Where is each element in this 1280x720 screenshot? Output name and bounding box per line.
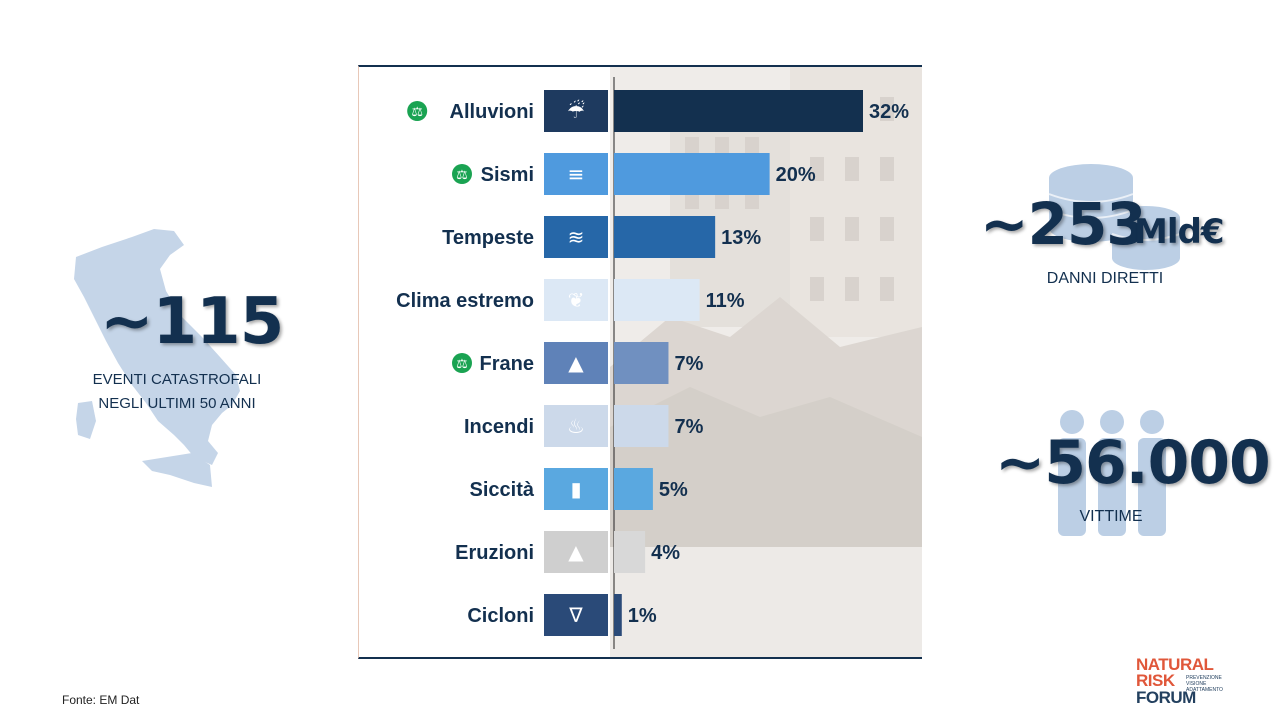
gavel-marker-glyph: ⚖ (411, 105, 423, 120)
damage-value: ~253 (980, 190, 1147, 258)
value-label: 11% (706, 290, 745, 312)
category-label: Incendi (464, 416, 534, 438)
bridge-icon-glyph: ≡ (568, 162, 585, 186)
gavel-marker-glyph: ⚖ (456, 168, 468, 183)
natural-risk-forum-logo: NATURAL RISK PREVENZIONE VISIONE ADATTAM… (1136, 655, 1223, 707)
bar (614, 279, 700, 321)
category-label: Siccità (470, 479, 535, 501)
tornado-icon-glyph: ∇ (568, 603, 583, 627)
events-stat: ~115 EVENTI CATASTROFALI NEGLI ULTIMI 50… (62, 225, 292, 495)
category-label: Clima estremo (396, 290, 534, 312)
tornado-icon (544, 594, 608, 636)
value-label: 5% (659, 479, 688, 501)
wind-icon (544, 216, 608, 258)
rain-cloud-icon (544, 90, 608, 132)
events-caption-line1: EVENTI CATASTROFALI (92, 371, 262, 388)
category-label: Alluvioni (450, 101, 534, 123)
bar (614, 468, 653, 510)
category-label: Tempeste (442, 227, 534, 249)
thermometer-icon-glyph: ▮ (570, 477, 581, 501)
events-value: ~115 (100, 285, 284, 359)
damage-caption: DANNI DIRETTI (1046, 270, 1164, 287)
value-label: 4% (651, 542, 680, 564)
value-label: 1% (628, 605, 657, 627)
bar (614, 342, 669, 384)
dry-tree-icon (544, 279, 608, 321)
category-label: Sismi (481, 164, 534, 186)
category-label: Frane (480, 353, 534, 375)
value-label: 7% (674, 353, 703, 375)
landslide-icon (544, 342, 608, 384)
source-note: Fonte: EM Dat (62, 693, 140, 707)
value-label: 13% (721, 227, 761, 249)
fire-icon (544, 405, 608, 447)
bar (614, 405, 669, 447)
damage-unit: Mld€ (1134, 212, 1224, 252)
thermometer-icon (544, 468, 608, 510)
wind-icon-glyph: ≋ (568, 225, 585, 249)
gavel-marker-icon (452, 164, 472, 184)
chart-frame (358, 65, 922, 659)
bar (614, 594, 622, 636)
rain-cloud-icon-glyph: ☔ (567, 99, 585, 123)
fire-icon-glyph: ♨ (567, 414, 585, 438)
bar (614, 216, 716, 258)
volcano-icon-glyph: ▲ (568, 540, 584, 564)
category-label: Eruzioni (455, 542, 534, 564)
value-label: 20% (776, 164, 816, 186)
victims-caption: VITTIME (1079, 508, 1143, 525)
dry-tree-icon-glyph: ❦ (568, 288, 585, 312)
landslide-icon-glyph: ▲ (568, 351, 584, 375)
bar (614, 90, 863, 132)
italy-map-icon (74, 229, 240, 487)
value-label: 32% (869, 101, 909, 123)
bar-chart: ☔ Alluvioni ⚖ 32% ≡ Sismi ⚖ 20% ≋ Tempeste 13% ❦ Cli… (396, 77, 909, 649)
bar (614, 153, 770, 195)
gavel-marker-icon (407, 101, 428, 121)
bar (614, 531, 646, 573)
victims-value: ~56.000 (995, 428, 1271, 498)
category-label: Cicloni (467, 605, 534, 627)
coins-icon (1048, 164, 1181, 270)
gavel-marker-glyph: ⚖ (456, 357, 468, 372)
gavel-marker-icon (452, 353, 472, 373)
value-label: 7% (674, 416, 703, 438)
volcano-icon (544, 531, 608, 573)
people-icon (1058, 410, 1166, 536)
bridge-icon (544, 153, 608, 195)
events-caption-line2: NEGLI ULTIMI 50 ANNI (98, 395, 256, 412)
